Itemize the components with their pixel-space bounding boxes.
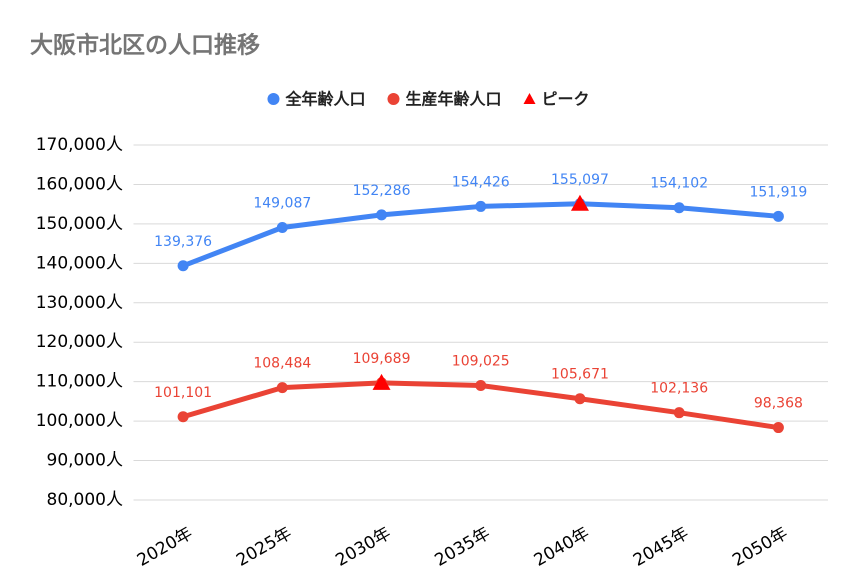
y-tick-label: 150,000人	[36, 214, 123, 234]
y-tick-label: 120,000人	[36, 332, 123, 352]
data-label: 102,136	[650, 381, 708, 397]
y-tick-label: 110,000人	[36, 372, 123, 392]
point	[177, 411, 189, 423]
x-tick-label: 2035年	[432, 523, 494, 570]
y-tick-label: 170,000人	[36, 135, 123, 155]
chart-title: 大阪市北区の人口推移	[30, 32, 260, 59]
point	[276, 382, 288, 394]
data-label: 109,025	[452, 354, 510, 370]
legend: 全年齢人口 生産年齢人口 ピーク	[267, 90, 590, 109]
data-label: 151,919	[749, 184, 807, 200]
point	[772, 210, 784, 222]
peak-marker	[372, 373, 391, 390]
data-label: 155,097	[551, 172, 609, 188]
x-tick-label: 2045年	[630, 523, 692, 570]
point	[772, 422, 784, 434]
x-tick-label: 2030年	[332, 523, 394, 570]
point	[276, 221, 288, 233]
y-tick-label: 80,000人	[47, 490, 123, 510]
x-tick-label: 2050年	[729, 523, 791, 570]
x-tick-label: 2040年	[531, 523, 593, 570]
point	[475, 380, 487, 392]
point	[177, 260, 189, 272]
legend-label: ピーク	[542, 90, 590, 109]
peak-marker	[570, 194, 589, 211]
point	[376, 209, 388, 221]
legend-marker	[267, 93, 280, 105]
data-label: 152,286	[353, 183, 411, 199]
point	[673, 202, 685, 214]
point	[475, 200, 487, 212]
legend-marker	[523, 93, 536, 104]
y-tick-label: 160,000人	[36, 174, 123, 194]
legend-marker	[387, 93, 400, 105]
y-tick-label: 100,000人	[36, 411, 123, 431]
data-label: 105,671	[551, 367, 609, 383]
legend-item: 全年齢人口	[267, 90, 365, 109]
legend-label: 生産年齢人口	[405, 90, 501, 109]
data-label: 98,368	[754, 396, 803, 412]
point	[574, 393, 586, 405]
data-label: 101,101	[154, 385, 212, 401]
y-tick-label: 90,000人	[47, 451, 123, 471]
data-label: 139,376	[154, 234, 212, 250]
x-tick-label: 2025年	[233, 523, 295, 570]
series-line	[182, 201, 779, 269]
y-tick-label: 140,000人	[36, 253, 123, 273]
data-label: 154,426	[452, 174, 510, 190]
data-label: 154,102	[650, 176, 708, 192]
data-label: 108,484	[253, 356, 311, 372]
data-label: 149,087	[253, 195, 311, 211]
y-tick-label: 130,000人	[36, 293, 123, 313]
point	[673, 407, 685, 419]
legend-label: 全年齢人口	[284, 90, 365, 109]
data-label: 109,689	[353, 351, 411, 367]
x-tick-label: 2020年	[134, 523, 196, 570]
legend-item: 生産年齢人口	[387, 90, 502, 109]
legend-item: ピーク	[523, 90, 590, 109]
